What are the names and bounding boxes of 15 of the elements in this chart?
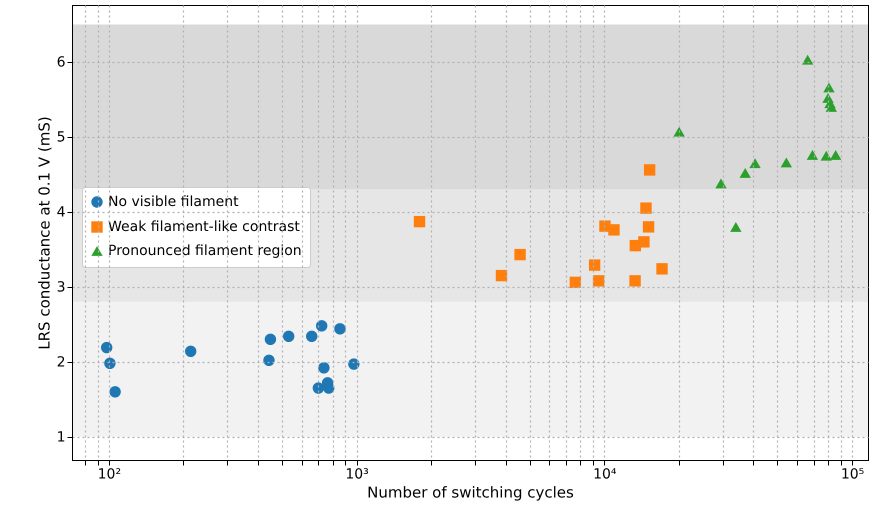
y-tick-label: 3 bbox=[56, 279, 66, 296]
y-tick-label: 2 bbox=[56, 354, 66, 370]
y-tick-label: 4 bbox=[56, 204, 66, 220]
y-tick-label: 6 bbox=[56, 54, 66, 70]
legend-label: No visible filament bbox=[108, 194, 240, 210]
x-tick-label: 10⁵ bbox=[840, 466, 864, 482]
y-tick-label: 1 bbox=[56, 429, 66, 446]
legend-label: Pronounced filament region bbox=[108, 243, 302, 259]
x-tick-label: 10³ bbox=[345, 466, 369, 482]
legend-label: Weak filament-like contrast bbox=[108, 219, 300, 235]
y-tick-label: 5 bbox=[56, 129, 66, 146]
x-tick-label: 10⁴ bbox=[593, 466, 617, 482]
x-tick-label: 10² bbox=[98, 466, 122, 482]
y-axis-title: LRS conductance at 0.1 V (mS) bbox=[36, 116, 54, 350]
x-axis-title: Number of switching cycles bbox=[367, 484, 574, 502]
